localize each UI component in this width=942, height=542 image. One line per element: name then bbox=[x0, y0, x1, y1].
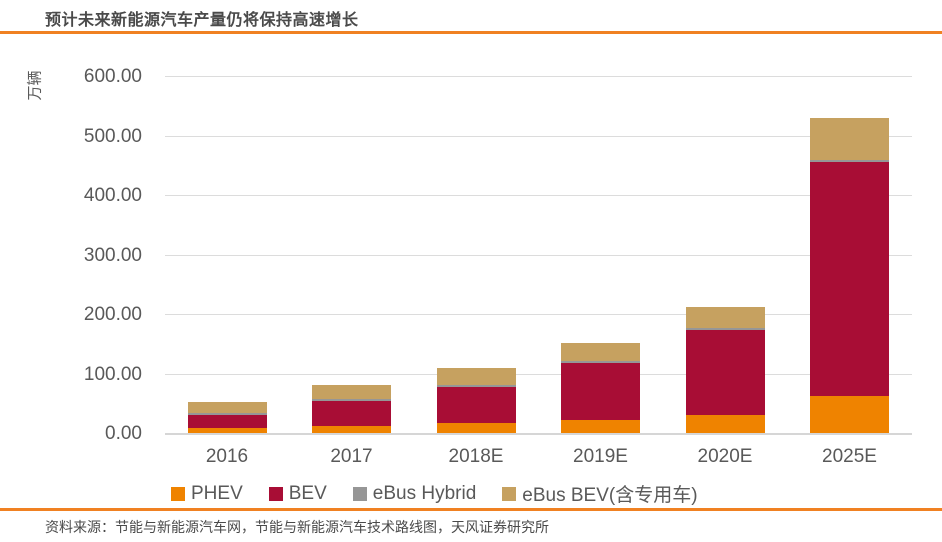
x-tick-label: 2020E bbox=[697, 446, 753, 467]
bar-segment-phev bbox=[810, 396, 890, 433]
y-tick-label: 300.00 bbox=[83, 244, 142, 266]
bar-segment-ebus-hybrid bbox=[187, 413, 267, 416]
gridline bbox=[165, 135, 912, 137]
bar-segment-ebus-hybrid bbox=[312, 399, 392, 402]
bar-segment-ebus-bev bbox=[436, 367, 516, 385]
gridline bbox=[165, 76, 912, 77]
y-tick-label: 100.00 bbox=[83, 363, 142, 385]
bar-segment-bev bbox=[561, 363, 641, 420]
legend-item: PHEV bbox=[171, 483, 243, 505]
y-tick-label: 200.00 bbox=[83, 304, 142, 325]
legend-label: BEV bbox=[288, 482, 327, 504]
bar-segment-ebus-hybrid bbox=[561, 361, 641, 364]
gridline bbox=[165, 254, 912, 256]
legend-label: PHEV bbox=[191, 482, 243, 504]
x-tick-label: 2018E bbox=[448, 446, 504, 467]
bar-segment-ebus-hybrid bbox=[810, 159, 890, 162]
gridline bbox=[165, 314, 912, 315]
chart-title: 预计未来新能源汽车产量仍将保持高速增长 bbox=[45, 12, 359, 29]
x-tick-label: 2016 bbox=[205, 446, 249, 467]
bar-2019E bbox=[561, 342, 641, 433]
chart-legend: PHEV BEV eBus Hybrid eBus BEV(含专用车) bbox=[171, 480, 724, 507]
bar-segment-ebus-hybrid bbox=[685, 327, 765, 331]
bar-segment-phev bbox=[312, 425, 392, 433]
source-note: 资料来源：节能与新能源汽车网，节能与新能源汽车技术路线图，天风证券研究所 bbox=[45, 519, 549, 535]
legend-label: eBus Hybrid bbox=[372, 482, 477, 504]
bar-segment-bev bbox=[187, 415, 267, 429]
y-tick-label: 500.00 bbox=[83, 125, 142, 147]
bar-segment-bev bbox=[810, 161, 890, 397]
legend-item: eBus BEV(含专用车) bbox=[502, 480, 698, 507]
legend-swatch-icon bbox=[268, 486, 283, 501]
y-tick-label: 400.00 bbox=[83, 185, 142, 206]
y-tick-label: 0.00 bbox=[105, 423, 142, 444]
legend-item: BEV bbox=[268, 482, 327, 505]
bar-segment-bev bbox=[312, 401, 392, 426]
bar-segment-bev bbox=[685, 330, 765, 415]
bar-2017 bbox=[312, 385, 392, 433]
bar-segment-phev bbox=[685, 414, 765, 433]
bar-2016 bbox=[187, 402, 267, 433]
x-axis-line bbox=[165, 433, 912, 435]
footer-rule bbox=[0, 508, 942, 511]
legend-swatch-icon bbox=[502, 486, 517, 501]
bar-segment-ebus-bev bbox=[561, 342, 641, 362]
bar-segment-ebus-bev bbox=[810, 117, 890, 160]
bar-segment-ebus-bev bbox=[187, 402, 267, 414]
bar-2018E bbox=[436, 367, 516, 433]
legend-item: eBus Hybrid bbox=[352, 482, 477, 505]
bar-segment-ebus-bev bbox=[312, 385, 392, 400]
y-tick-label: 600.00 bbox=[83, 66, 142, 87]
gridline bbox=[165, 373, 912, 375]
legend-swatch-icon bbox=[171, 486, 185, 501]
bar-segment-bev bbox=[436, 386, 516, 424]
bar-segment-ebus-hybrid bbox=[436, 384, 516, 387]
x-tick-label: 2019E bbox=[573, 446, 628, 467]
bar-segment-phev bbox=[561, 419, 641, 433]
legend-swatch-icon bbox=[352, 486, 367, 501]
bar-2020E bbox=[685, 307, 765, 433]
bar-segment-phev bbox=[187, 428, 267, 433]
gridline bbox=[165, 195, 912, 196]
legend-label: eBus BEV(含专用车) bbox=[522, 485, 698, 506]
x-tick-label: 2025E bbox=[822, 446, 877, 467]
bar-segment-ebus-bev bbox=[685, 307, 765, 328]
title-underline bbox=[0, 31, 942, 34]
x-tick-label: 2017 bbox=[330, 446, 373, 467]
bar-segment-phev bbox=[436, 423, 516, 433]
bar-2025E bbox=[810, 117, 890, 433]
